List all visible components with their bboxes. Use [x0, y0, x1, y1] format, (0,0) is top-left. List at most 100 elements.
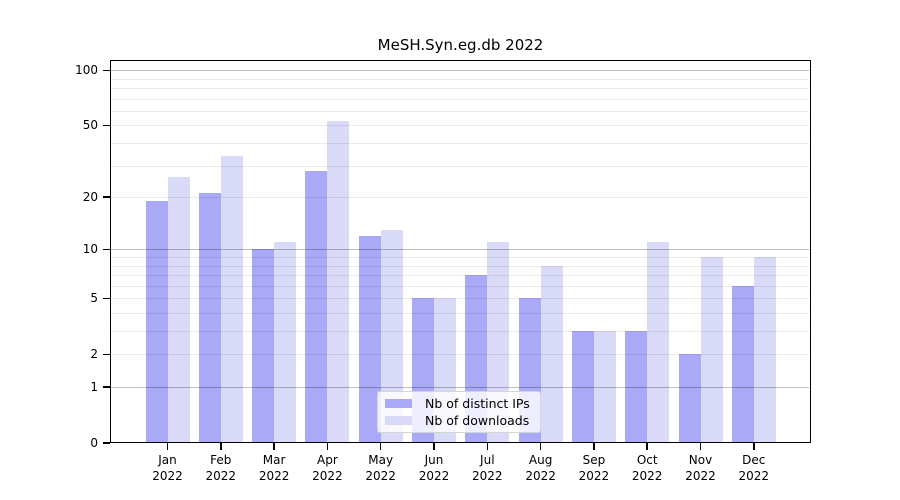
- y-tick-5: [103, 297, 110, 300]
- x-tick-label-line: 2022: [205, 469, 237, 483]
- x-tick-label-line: Jul: [480, 453, 495, 467]
- bar-nb-of-downloads-mar-2022: [274, 242, 297, 443]
- x-tick-label-line: Apr: [317, 453, 338, 467]
- x-tick-feb-2022: [220, 443, 222, 450]
- x-tick-label-line: Jun: [424, 453, 444, 467]
- x-tick-label-oct-2022: Oct 2022: [607, 452, 687, 484]
- x-tick-label-line: May: [368, 453, 394, 467]
- gridline-minor-90: [111, 78, 809, 80]
- gridline-major-1: [111, 387, 809, 389]
- gridline-minor-6: [111, 285, 809, 287]
- gridline-minor-50: [111, 125, 809, 127]
- bar-nb-of-distinct-ips-oct-2022: [625, 331, 648, 443]
- y-tick-label-100: 100: [75, 63, 98, 78]
- x-tick-jan-2022: [166, 443, 169, 450]
- gridline-minor-8: [111, 265, 809, 267]
- y-tick-label-10: 10: [82, 242, 98, 257]
- bar-nb-of-downloads-dec-2022: [753, 257, 776, 443]
- gridline-minor-40: [111, 143, 809, 145]
- gridline-minor-80: [111, 88, 809, 90]
- bar-nb-of-downloads-nov-2022: [700, 257, 723, 443]
- x-tick-label-may-2022: May 2022: [341, 452, 421, 484]
- legend-item-downloads: Nb of downloads: [385, 412, 532, 429]
- gridline-major-100: [111, 70, 809, 72]
- x-tick-label-line: Sep: [582, 453, 606, 467]
- plot-frame: [110, 60, 811, 443]
- bar-nb-of-distinct-ips-dec-2022: [731, 285, 754, 443]
- y-tick-label-1: 1: [90, 380, 98, 395]
- y-tick-label-50: 50: [82, 118, 98, 133]
- y-tick-label-5: 5: [90, 291, 98, 306]
- x-tick-label-jun-2022: Jun 2022: [394, 452, 474, 484]
- y-tick-100: [103, 69, 110, 72]
- bar-nb-of-distinct-ips-mar-2022: [252, 249, 275, 443]
- x-tick-label-line: Feb: [210, 453, 232, 467]
- bar-nb-of-distinct-ips-sep-2022: [571, 331, 594, 443]
- x-tick-label-nov-2022: Nov 2022: [661, 452, 741, 484]
- x-tick-sep-2022: [593, 443, 595, 450]
- x-tick-label-line: Mar: [262, 453, 286, 467]
- gridline-minor-70: [111, 98, 809, 100]
- x-tick-label-line: Dec: [742, 453, 766, 467]
- legend-item-distinct-ips: Nb of distinct IPs: [385, 395, 532, 412]
- gridline-minor-20: [111, 197, 809, 199]
- bar-nb-of-downloads-aug-2022: [540, 265, 563, 443]
- y-tick-label-20: 20: [82, 190, 98, 205]
- y-tick-50: [103, 124, 110, 127]
- x-tick-label-line: 2022: [152, 469, 183, 483]
- chart-title: MeSH.Syn.eg.db 2022: [377, 36, 544, 54]
- y-tick-20: [103, 196, 110, 198]
- bar-nb-of-distinct-ips-apr-2022: [305, 171, 328, 443]
- y-tick-label-2: 2: [90, 347, 98, 362]
- gridline-minor-3: [111, 331, 809, 333]
- y-tick-label-0: 0: [90, 436, 98, 450]
- x-tick-label-line: Aug: [528, 453, 553, 467]
- x-tick-label-sep-2022: Sep 2022: [554, 452, 634, 484]
- bar-nb-of-downloads-feb-2022: [220, 155, 243, 443]
- x-tick-label-line: Nov: [688, 453, 713, 467]
- gridline-minor-5: [111, 298, 809, 300]
- bar-nb-of-distinct-ips-feb-2022: [198, 193, 221, 443]
- x-tick-label-line: 2022: [418, 469, 450, 483]
- gridline-minor-7: [111, 275, 809, 277]
- legend-label-downloads: Nb of downloads: [425, 413, 530, 428]
- bar-nb-of-downloads-oct-2022: [647, 242, 670, 443]
- x-tick-oct-2022: [646, 443, 648, 450]
- y-tick-0: [103, 442, 110, 444]
- legend-swatch-downloads: [385, 416, 412, 425]
- bar-nb-of-distinct-ips-nov-2022: [678, 354, 701, 443]
- gridline-minor-2: [111, 354, 809, 356]
- y-tick-2: [103, 353, 110, 356]
- x-tick-label-line: Oct: [636, 453, 658, 467]
- bar-nb-of-downloads-jan-2022: [167, 176, 190, 443]
- x-tick-label-line: 2022: [578, 469, 610, 483]
- x-tick-label-apr-2022: Apr 2022: [287, 452, 367, 484]
- x-tick-label-line: 2022: [738, 469, 770, 483]
- bar-nb-of-distinct-ips-jan-2022: [145, 201, 168, 443]
- gridline-minor-9: [111, 257, 809, 259]
- x-tick-may-2022: [379, 443, 382, 450]
- x-tick-jul-2022: [486, 443, 489, 450]
- x-tick-label-dec-2022: Dec 2022: [714, 452, 794, 484]
- y-tick-1: [103, 386, 110, 388]
- legend-label-distinct-ips: Nb of distinct IPs: [425, 396, 530, 411]
- x-tick-label-line: 2022: [312, 469, 343, 483]
- x-tick-label-line: Jan: [158, 453, 177, 467]
- x-tick-label-line: 2022: [631, 469, 663, 483]
- gridline-major-10: [111, 249, 809, 251]
- x-tick-label-line: 2022: [472, 469, 503, 483]
- x-tick-nov-2022: [699, 443, 702, 450]
- x-tick-label-jul-2022: Jul 2022: [447, 452, 527, 484]
- x-tick-label-line: 2022: [685, 469, 716, 483]
- x-tick-label-feb-2022: Feb 2022: [181, 452, 261, 484]
- x-tick-label-mar-2022: Mar 2022: [234, 452, 314, 484]
- x-tick-label-aug-2022: Aug 2022: [501, 452, 581, 484]
- gridline-minor-30: [111, 165, 809, 167]
- x-tick-mar-2022: [273, 443, 275, 450]
- legend: Nb of distinct IPs Nb of downloads: [377, 391, 541, 433]
- x-tick-label-jan-2022: Jan 2022: [128, 452, 208, 484]
- gridline-minor-60: [111, 111, 809, 113]
- bar-nb-of-downloads-sep-2022: [593, 331, 616, 443]
- x-tick-label-line: 2022: [525, 469, 556, 483]
